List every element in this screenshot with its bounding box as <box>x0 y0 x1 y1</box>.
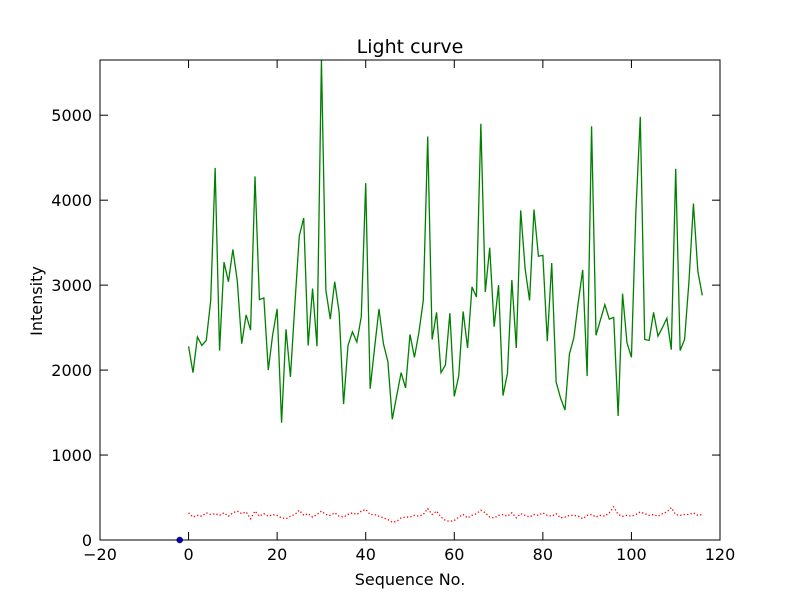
series-1-line <box>188 505 703 523</box>
x-tick-label: −20 <box>83 545 117 564</box>
series-0-line <box>187 59 703 423</box>
x-tick-label: 80 <box>533 545 553 564</box>
y-tick-label: 2000 <box>51 361 92 380</box>
y-tick-label: 1000 <box>51 446 92 465</box>
y-tick-label: 5000 <box>51 106 92 125</box>
x-axis-title: Sequence No. <box>355 570 466 589</box>
y-tick-label: 4000 <box>51 191 92 210</box>
x-tick-label: 100 <box>616 545 647 564</box>
y-tick-label: 3000 <box>51 276 92 295</box>
x-tick-label: 40 <box>356 545 376 564</box>
axes-frame <box>99 59 721 541</box>
x-tick-label: 20 <box>267 545 287 564</box>
y-axis-title: Intensity <box>27 266 46 336</box>
chart-title: Light curve <box>357 36 464 58</box>
x-tick-label: 60 <box>444 545 464 564</box>
plot-area <box>176 59 703 544</box>
x-tick-label: 120 <box>705 545 736 564</box>
y-tick-label: 0 <box>82 531 92 550</box>
x-tick-label: 0 <box>183 545 193 564</box>
